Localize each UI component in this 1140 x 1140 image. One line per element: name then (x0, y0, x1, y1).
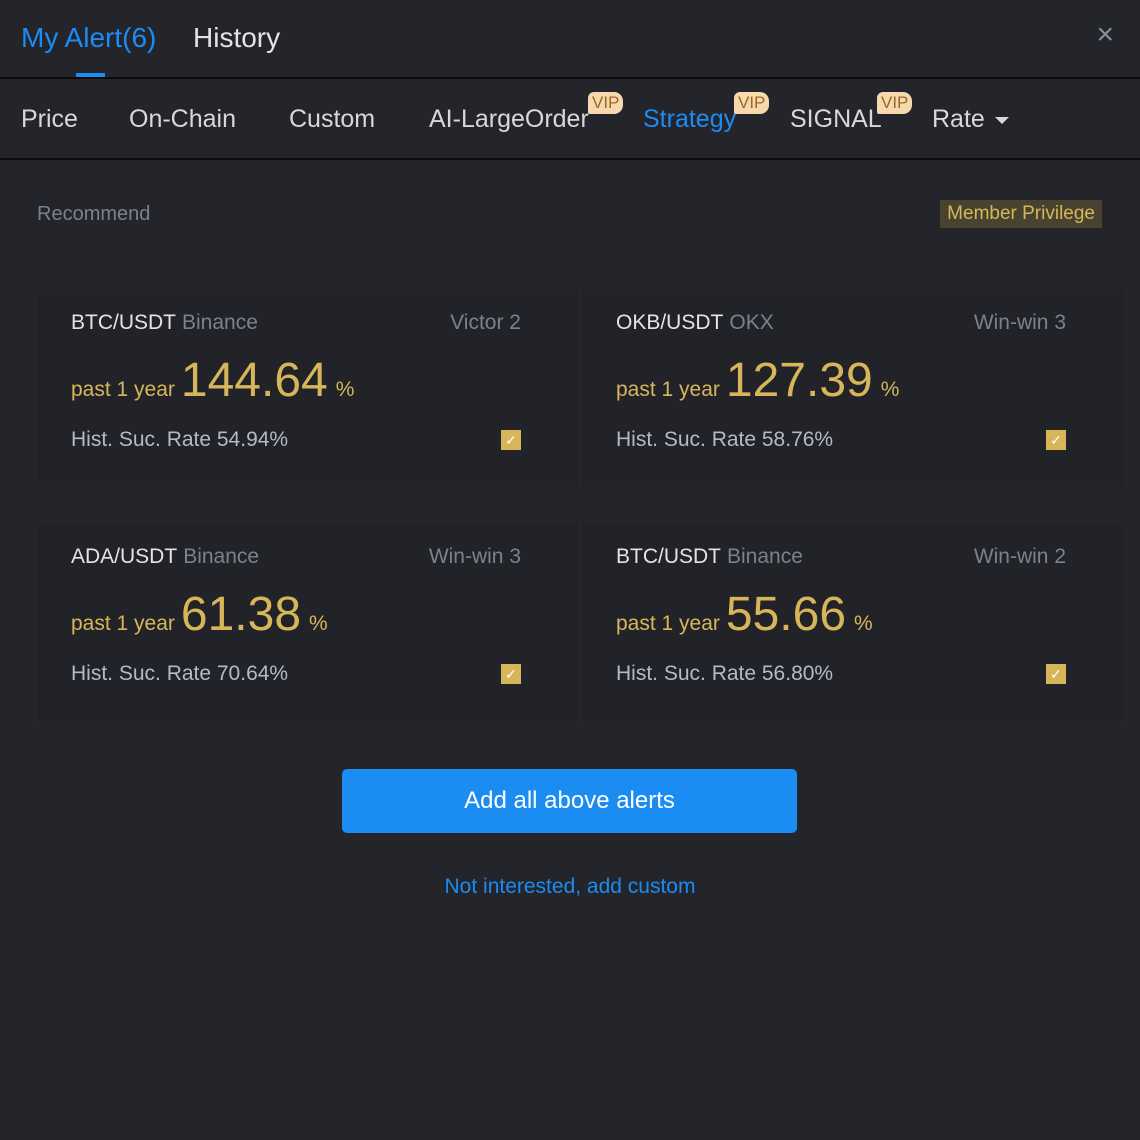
strategy-card[interactable]: ADA/USDT Binance Win-win 3 past 1 year 61.… (36, 522, 580, 722)
section-title: Recommend (37, 203, 151, 225)
close-icon[interactable]: × (1096, 18, 1114, 51)
success-rate: Hist. Suc. Rate 70.64% (71, 662, 289, 685)
return-row: past 1 year 144.64% (71, 353, 354, 408)
caret-down-icon (994, 116, 1009, 124)
tab-price[interactable]: Price (21, 105, 78, 133)
strategy-name: Victor 2 (450, 311, 521, 334)
header: My Alert(6) History × (0, 0, 1140, 79)
pair-label: BTC/USDT Binance (616, 545, 803, 569)
return-unit: % (854, 612, 873, 635)
return-unit: % (880, 378, 900, 401)
check-icon: ✓ (1050, 432, 1062, 448)
success-rate: Hist. Suc. Rate 58.76% (616, 428, 834, 451)
period-label: past 1 year (71, 612, 175, 635)
return-row: past 1 year 127.39% (616, 353, 899, 408)
success-rate: Hist. Suc. Rate 56.80% (616, 662, 834, 685)
exchange-name: Binance (183, 545, 260, 568)
tab-rate-dropdown[interactable]: Rate (932, 105, 1009, 134)
vip-badge: VIP (588, 92, 624, 114)
exchange-name: Binance (727, 545, 803, 568)
return-unit: % (335, 378, 355, 401)
checkbox[interactable]: ✓ (1046, 430, 1066, 450)
check-icon: ✓ (505, 432, 517, 448)
exchange-name: OKX (729, 311, 774, 334)
check-icon: ✓ (1050, 666, 1062, 682)
tab-on-chain[interactable]: On-Chain (129, 105, 236, 133)
strategy-name: Win-win 3 (428, 545, 521, 568)
checkbox[interactable]: ✓ (501, 664, 521, 684)
tab-rate-label: Rate (932, 105, 985, 133)
return-value: 61.38 (180, 588, 302, 641)
tab-signal[interactable]: SIGNAL (790, 105, 882, 133)
pair-name: ADA/USDT (71, 545, 178, 568)
strategy-card[interactable]: BTC/USDT Binance Win-win 2 past 1 year 55.… (581, 522, 1125, 722)
checkbox[interactable]: ✓ (501, 430, 521, 450)
return-value: 127.39 (725, 354, 873, 407)
tab-strategy[interactable]: Strategy (643, 105, 737, 133)
tab-history[interactable]: History (193, 22, 281, 53)
check-icon: ✓ (505, 666, 517, 682)
pair-label: OKB/USDT OKX (616, 311, 774, 335)
tab-ai-largeorder[interactable]: AI-LargeOrder (429, 105, 589, 133)
strategy-card[interactable]: OKB/USDT OKX Win-win 3 past 1 year 127.39%… (581, 288, 1125, 488)
strategy-card[interactable]: BTC/USDT Binance Victor 2 past 1 year 144.… (36, 288, 580, 488)
pair-name: BTC/USDT (71, 311, 176, 334)
success-rate: Hist. Suc. Rate 54.94% (71, 428, 289, 451)
tab-custom[interactable]: Custom (289, 105, 376, 133)
return-row: past 1 year 55.66% (616, 587, 873, 642)
add-all-alerts-button[interactable]: Add all above alerts (342, 769, 797, 833)
tab-my-alert[interactable]: My Alert(6) (21, 22, 157, 53)
add-custom-link[interactable]: Not interested, add custom (444, 875, 696, 898)
pair-name: BTC/USDT (616, 545, 721, 568)
vip-badge: VIP (734, 92, 770, 114)
strategy-name: Win-win 2 (973, 545, 1066, 568)
member-privilege-badge[interactable]: Member Privilege (940, 200, 1102, 228)
checkbox[interactable]: ✓ (1046, 664, 1066, 684)
exchange-name: Binance (182, 311, 258, 334)
return-row: past 1 year 61.38% (71, 587, 328, 642)
period-label: past 1 year (616, 612, 720, 635)
vip-badge: VIP (877, 92, 913, 114)
return-value: 55.66 (725, 588, 847, 641)
return-value: 144.64 (180, 354, 328, 407)
pair-label: BTC/USDT Binance (71, 311, 258, 335)
period-label: past 1 year (71, 378, 175, 401)
pair-name: OKB/USDT (616, 311, 724, 334)
period-label: past 1 year (616, 378, 720, 401)
strategy-name: Win-win 3 (973, 311, 1066, 334)
pair-label: ADA/USDT Binance (71, 545, 259, 569)
active-tab-indicator (76, 73, 105, 77)
category-tabs: Price On-Chain Custom AI-LargeOrder VIP … (0, 79, 1140, 160)
return-unit: % (309, 612, 328, 635)
